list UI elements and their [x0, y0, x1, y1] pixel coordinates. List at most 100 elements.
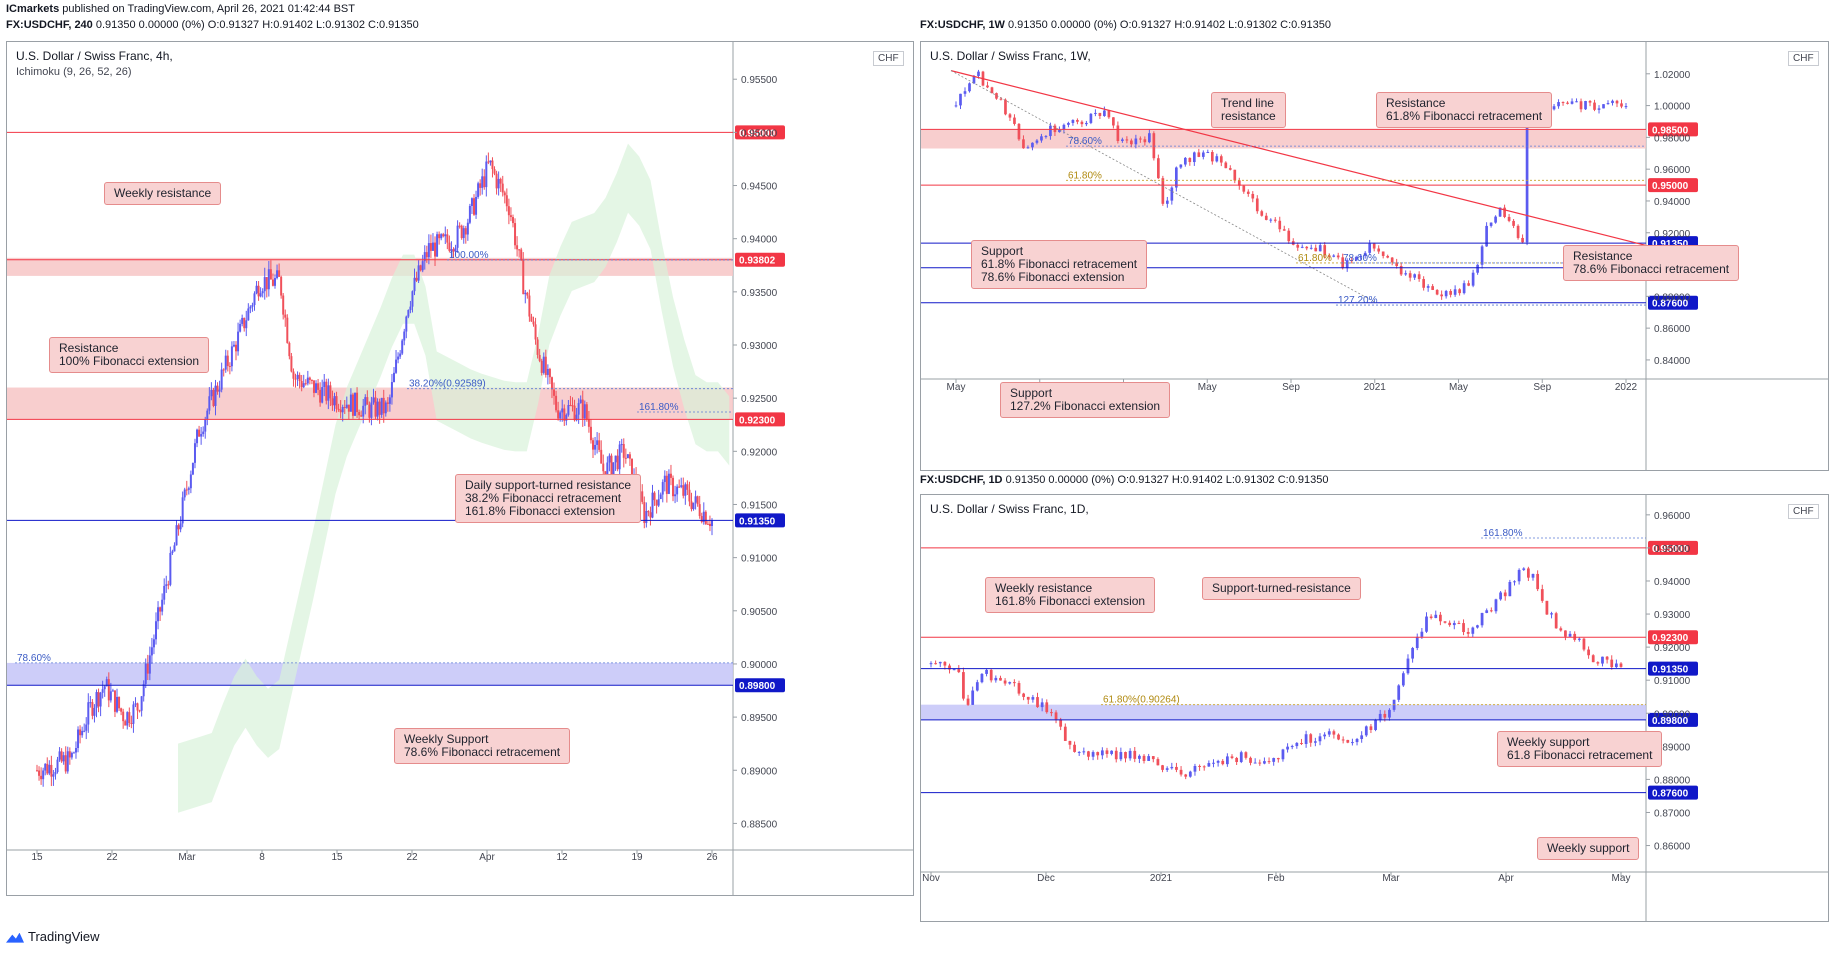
- candle-body: [368, 404, 371, 418]
- annotation-support-turned-resistance[interactable]: Support-turned-resistance: [1202, 577, 1361, 600]
- indicator-label[interactable]: Ichimoku (9, 26, 52, 26): [16, 66, 132, 78]
- annotation-resistance-78-6[interactable]: Resistance 78.6% Fibonacci retracement: [1563, 245, 1740, 281]
- candle-body: [1522, 568, 1526, 570]
- y-tick-label: 0.93000: [1654, 610, 1691, 621]
- candle-body: [581, 399, 584, 419]
- candle-body: [704, 511, 707, 524]
- candle-body: [1531, 573, 1535, 578]
- annotation-weekly-support-61-8[interactable]: Weekly support 61.8 Fibonacci retracemen…: [1497, 731, 1663, 767]
- candle-body: [1147, 756, 1151, 761]
- chart-4h-canvas[interactable]: 0.95000 0.93802 0.92300 0.91350 0.89800 0.955…: [7, 42, 913, 895]
- candle-body: [1008, 114, 1012, 118]
- candle-body: [134, 703, 137, 705]
- candle-body: [1369, 726, 1373, 730]
- footer-brand[interactable]: TradingView: [6, 929, 100, 944]
- chart-4h-panel[interactable]: 0.95000 0.93802 0.92300 0.91350 0.89800 0.955…: [6, 41, 914, 896]
- candle-body: [1516, 225, 1520, 238]
- candle-body: [1287, 230, 1291, 242]
- candle-body: [1605, 656, 1609, 660]
- candle-body: [101, 689, 104, 693]
- annotation-support-127-2[interactable]: Support 127.2% Fibonacci extension: [1000, 382, 1171, 418]
- y-tick-label: 0.94000: [741, 235, 778, 246]
- price-label: 0.92300: [1652, 633, 1689, 644]
- fib-level-label: 161.80%: [639, 402, 679, 413]
- chart-1d-panel[interactable]: 0.95000 0.92300 0.91350 0.89800 0.87600 0.960…: [920, 494, 1829, 922]
- candle-body: [1619, 663, 1623, 667]
- candle-body: [436, 234, 439, 257]
- candle-body: [475, 196, 478, 215]
- candle-body: [169, 552, 172, 585]
- candle-body: [409, 306, 412, 311]
- candle-body: [97, 692, 100, 707]
- candle-body: [1304, 734, 1308, 744]
- x-tick-label: 8: [259, 852, 265, 863]
- annotation-weekly-support[interactable]: Weekly support: [1537, 837, 1640, 860]
- candle-body: [72, 752, 75, 754]
- candle-body: [427, 243, 430, 258]
- candle-body: [1314, 247, 1318, 252]
- candle-body: [1100, 750, 1104, 756]
- candle-body: [616, 455, 619, 470]
- annotation-weekly-resistance[interactable]: Weekly resistance: [104, 182, 222, 205]
- candle-body: [1309, 247, 1313, 249]
- candle-body: [1431, 286, 1434, 290]
- annotation-weekly-resistance-161-8[interactable]: Weekly resistance 161.8% Fibonacci exten…: [985, 577, 1156, 613]
- candle-body: [1206, 152, 1210, 154]
- candle-body: [1584, 101, 1587, 110]
- candle-body: [1601, 656, 1604, 664]
- annotation-weekly-support[interactable]: Weekly Support 78.6% Fibonacci retraceme…: [394, 728, 571, 764]
- candle-body: [1360, 735, 1364, 740]
- price-label-box: [1648, 122, 1698, 137]
- candle-body: [1239, 752, 1243, 763]
- y-tick-label: 0.89000: [1654, 742, 1691, 753]
- candle-body: [1508, 581, 1512, 597]
- candle-body: [702, 511, 705, 522]
- candle-body: [196, 429, 199, 444]
- chart-1w-panel[interactable]: 0.985000.950000.913500.898000.876001.020…: [920, 41, 1829, 471]
- candle-body: [628, 454, 631, 459]
- author-name[interactable]: ICmarkets: [6, 3, 60, 15]
- candle-body: [1062, 124, 1066, 130]
- y-tick-label: 0.88500: [741, 819, 778, 830]
- price-label: 0.87600: [1652, 789, 1689, 800]
- candle-body: [1559, 628, 1563, 631]
- candle-body: [1350, 260, 1354, 262]
- y-tick-label: 0.98000: [1654, 133, 1691, 144]
- candle-body: [1253, 762, 1257, 764]
- price-label: 0.91350: [1652, 665, 1689, 676]
- candle-body: [571, 405, 574, 407]
- annotation-daily-support-turned-resistance[interactable]: Daily support-turned resistance 38.2% Fi…: [455, 474, 642, 523]
- support-resistance-zone: [7, 257, 733, 276]
- candle-body: [1096, 752, 1100, 756]
- candle-body: [1183, 157, 1187, 165]
- candle-body: [1165, 768, 1169, 770]
- candle-body: [1071, 119, 1075, 123]
- candle-body: [1351, 742, 1354, 744]
- candle-body: [175, 525, 178, 546]
- price-label: 0.89800: [739, 681, 776, 692]
- candle-body: [1503, 207, 1506, 217]
- chart-1d-canvas[interactable]: 0.95000 0.92300 0.91350 0.89800 0.87600 0.960…: [921, 495, 1828, 921]
- candle-body: [655, 500, 658, 506]
- candle-body: [1579, 101, 1583, 110]
- candle-body: [1575, 101, 1578, 103]
- candle-body: [1300, 246, 1304, 248]
- candle-body: [1536, 573, 1540, 590]
- support-resistance-zone: [921, 129, 1646, 149]
- annotation-trend-line-resistance[interactable]: Trend line resistance: [1211, 92, 1286, 128]
- y-tick-label: 0.96000: [1654, 511, 1691, 522]
- annotation-resistance-61-8[interactable]: Resistance 61.8% Fibonacci retracement: [1376, 92, 1553, 128]
- candle-body: [1110, 750, 1113, 754]
- candle-body: [142, 683, 145, 697]
- annotation-support-61-8[interactable]: Support 61.8% Fibonacci retracement 78.6…: [971, 240, 1148, 289]
- y-tick-label: 0.89500: [741, 713, 778, 724]
- candle-body: [1354, 257, 1358, 261]
- candle-body: [600, 449, 603, 464]
- candle-body: [280, 276, 283, 296]
- candle-body: [653, 492, 656, 501]
- annotation-resistance-100-ext[interactable]: Resistance 100% Fibonacci extension: [49, 337, 210, 373]
- candle-body: [555, 395, 558, 411]
- candle-body: [495, 173, 498, 189]
- fib-level-label: 100.00%: [449, 250, 489, 261]
- candle-body: [343, 407, 346, 409]
